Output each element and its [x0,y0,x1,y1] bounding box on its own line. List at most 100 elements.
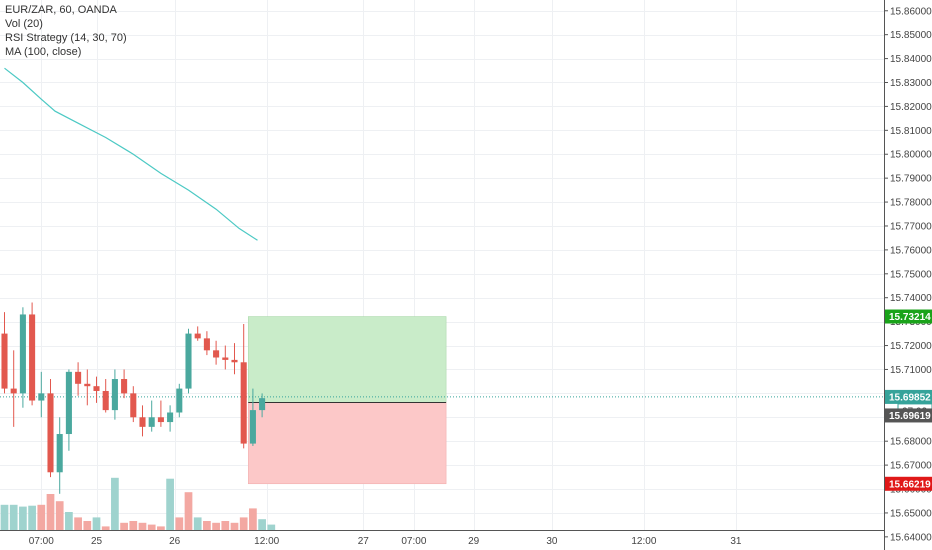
price-tick-label: 15.67000 [890,461,932,472]
stop-price-badge-background [885,476,932,491]
candle-body [102,390,109,411]
time-tick-label: 12:00 [254,536,279,547]
price-tick-label: 15.83000 [890,78,932,89]
time-tick-label: 27 [358,536,370,547]
volume-bar [55,501,64,530]
candle-body [19,314,26,394]
indicator-volume[interactable]: Vol (20) [5,18,43,30]
time-tick-label: 07:00 [29,536,54,547]
volume-bar [239,517,248,530]
price-axis-background [884,0,932,550]
volume-bar [129,521,138,530]
volume-bar [83,521,92,530]
price-tick-label: 15.77000 [890,221,932,232]
volume-bar [230,522,239,530]
volume-bar [212,522,220,530]
volume-bar [92,517,101,530]
target-price-badge-text: 15.73214 [889,312,931,323]
volume-bar [19,506,27,530]
volume-bar [138,522,147,530]
candle-body [259,398,266,411]
time-tick-label: 25 [91,536,103,547]
volume-bar [46,494,55,530]
stop-price-badge: 15.66219 [885,476,932,491]
price-tick-label: 15.82000 [890,102,932,113]
candle-body [231,359,238,363]
profit-zone [248,316,447,403]
price-tick-label: 15.68000 [890,437,932,448]
candle-body [111,379,118,411]
price-tick-label: 15.80000 [890,150,932,161]
moving-average-line [4,67,258,241]
time-tick-label: 29 [468,536,480,547]
price-tick-label: 15.78000 [890,198,932,209]
volume-bar [193,517,202,530]
candle-body [38,393,45,401]
entry-price-badge-background [885,408,932,423]
stop-price-badge-text: 15.66219 [889,479,931,490]
candle-body [222,357,229,360]
volume-bar [221,521,230,530]
time-tick-label: 07:00 [401,536,426,547]
target-price-badge: 15.73214 [885,309,932,324]
volume-bar [111,477,119,530]
time-axis-background [0,530,884,550]
candle-body [148,417,155,427]
indicator-rsi-strategy[interactable]: RSI Strategy (14, 30, 70) [5,32,127,44]
candle-body [185,333,192,389]
price-tick-label: 15.64000 [890,532,932,543]
entry-price-badge-text: 15.69619 [889,411,931,422]
candle-body [194,333,201,339]
candle-body [203,338,210,351]
candle-body [167,412,174,423]
current-price-badge-text: 15.69852 [889,392,931,403]
volume-bar [0,504,9,530]
candle-body [75,371,82,384]
candle-body [213,350,220,358]
chart-legend: EUR/ZAR, 60, OANDA Vol (20) RSI Strategy… [5,3,127,59]
target-price-badge-background [885,309,932,324]
volume-bar [9,504,18,530]
volume-bar [28,505,36,530]
time-tick-label: 12:00 [631,536,656,547]
candle-body [249,410,256,444]
price-tick-label: 15.75000 [890,269,932,280]
price-tick-label: 15.79000 [890,174,932,185]
time-tick-label: 30 [546,536,558,547]
time-tick-label: 31 [730,536,742,547]
price-tick-label: 15.84000 [890,54,932,65]
volume-bar [101,526,110,530]
indicator-moving-average[interactable]: MA (100, close) [5,46,82,58]
current-price-badge-background [885,389,932,404]
volume-bar [147,524,156,530]
candle-body [10,388,17,394]
candle-body [176,388,183,413]
candle-body [56,434,63,473]
candle-body [157,417,164,423]
candle-body [65,371,72,435]
volume-bar [37,504,46,530]
candle-body [240,362,247,444]
volume-bar [120,522,128,530]
candle-body [84,383,91,387]
price-tick-label: 15.65000 [890,508,932,519]
entry-price-badge: 15.69619 [885,408,932,423]
volume-bar [184,492,193,530]
volume-bar [203,521,211,530]
price-tick-label: 15.85000 [890,30,932,41]
candle-body [1,333,8,389]
current-price-badge: 15.69852 [885,389,932,404]
candle-body [29,314,36,401]
volume-bar [166,478,174,530]
price-tick-label: 15.71000 [890,365,932,376]
symbol-title[interactable]: EUR/ZAR, 60, OANDA [5,4,117,16]
candle-body [130,393,137,418]
price-tick-label: 15.81000 [890,126,932,137]
volume-bar [175,517,184,530]
price-tick-label: 15.86000 [890,6,932,17]
volume-bar [258,519,266,530]
price-tick-label: 15.74000 [890,293,932,304]
price-tick-label: 15.76000 [890,245,932,256]
